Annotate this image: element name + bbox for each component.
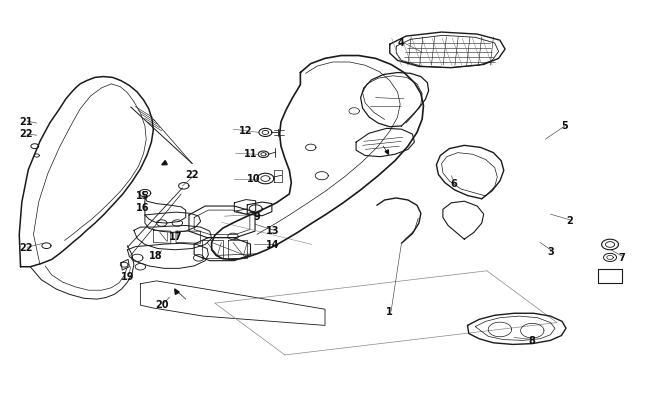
- Text: 2: 2: [567, 216, 573, 226]
- Polygon shape: [162, 161, 167, 165]
- Text: 18: 18: [148, 251, 162, 261]
- Text: 22: 22: [19, 129, 32, 139]
- Text: 14: 14: [266, 240, 280, 250]
- Text: 11: 11: [244, 149, 257, 159]
- Text: 3: 3: [547, 246, 554, 256]
- Text: 16: 16: [136, 202, 149, 212]
- Text: 5: 5: [562, 121, 568, 131]
- Text: 21: 21: [19, 117, 32, 127]
- Text: 19: 19: [121, 271, 134, 281]
- Text: 1: 1: [386, 307, 393, 316]
- Text: 7: 7: [618, 252, 625, 262]
- Text: 10: 10: [247, 173, 261, 183]
- Text: 17: 17: [169, 232, 183, 242]
- Text: 6: 6: [450, 178, 457, 188]
- Text: 8: 8: [529, 335, 536, 345]
- Text: 12: 12: [239, 126, 253, 136]
- Polygon shape: [175, 289, 179, 295]
- Text: 4: 4: [398, 38, 405, 48]
- Text: 9: 9: [254, 212, 261, 222]
- Text: 15: 15: [136, 190, 149, 200]
- Text: 13: 13: [266, 226, 280, 236]
- Text: 22: 22: [19, 242, 32, 252]
- Text: 20: 20: [155, 299, 168, 309]
- Text: 22: 22: [185, 169, 199, 179]
- Polygon shape: [385, 151, 389, 155]
